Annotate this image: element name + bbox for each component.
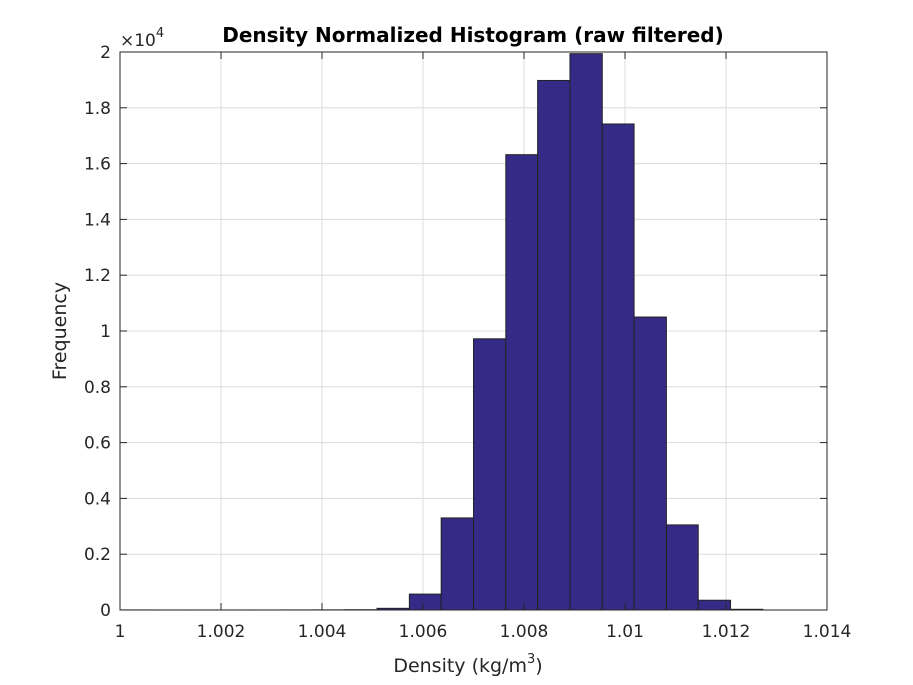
x-axis-label: Density (kg/m3) <box>393 652 542 677</box>
y-tick-label: 1 <box>100 322 111 342</box>
x-tick-label: 1.002 <box>197 622 246 642</box>
y-tick-label: 2 <box>100 43 111 63</box>
histogram-bar <box>440 517 474 611</box>
y-exponent-power: 4 <box>156 26 164 41</box>
x-tick-labels: 1 1.002 1.004 1.006 1.008 1.01 1.012 1.014 <box>115 622 852 642</box>
y-axis-label: Frequency <box>49 282 71 380</box>
chart-title: Density Normalized Histogram (raw filter… <box>222 23 724 47</box>
y-tick-label: 1.4 <box>84 210 111 230</box>
histogram-bar <box>665 524 699 611</box>
y-tick-label: 0.8 <box>84 378 111 398</box>
x-tick-label: 1.008 <box>500 622 549 642</box>
x-tick-label: 1.006 <box>399 622 448 642</box>
x-tick-label: 1.012 <box>702 622 751 642</box>
x-tick-label: 1 <box>115 622 126 642</box>
y-exponent-label: ×104 <box>120 26 164 51</box>
x-tick-label: 1.014 <box>803 622 852 642</box>
axis-ticks <box>119 51 828 611</box>
y-tick-label: 1.8 <box>84 99 111 119</box>
y-tick-label: 0.4 <box>84 489 111 509</box>
y-tick-label: 0 <box>100 601 111 621</box>
histogram-bar <box>408 593 442 611</box>
histogram-bar <box>601 123 635 611</box>
x-axis-label-end: ) <box>535 655 542 677</box>
x-axis-label-text: Density (kg/m <box>393 655 527 677</box>
histogram-bar <box>537 79 571 611</box>
histogram-bar <box>633 316 667 611</box>
histogram-bar <box>505 154 539 611</box>
histogram-bar <box>569 53 603 611</box>
y-tick-label: 0.2 <box>84 545 111 565</box>
y-exponent-base: ×10 <box>120 31 156 51</box>
x-tick-label: 1.004 <box>298 622 347 642</box>
x-axis-label-superscript: 3 <box>527 652 535 667</box>
y-tick-labels: 0 0.2 0.4 0.6 0.8 1 1.2 1.4 1.6 1.8 2 <box>84 43 111 621</box>
y-tick-label: 1.2 <box>84 266 111 286</box>
y-tick-label: 0.6 <box>84 434 111 454</box>
x-tick-label: 1.01 <box>606 622 644 642</box>
histogram-bar <box>473 338 507 611</box>
y-tick-label: 1.6 <box>84 155 111 175</box>
